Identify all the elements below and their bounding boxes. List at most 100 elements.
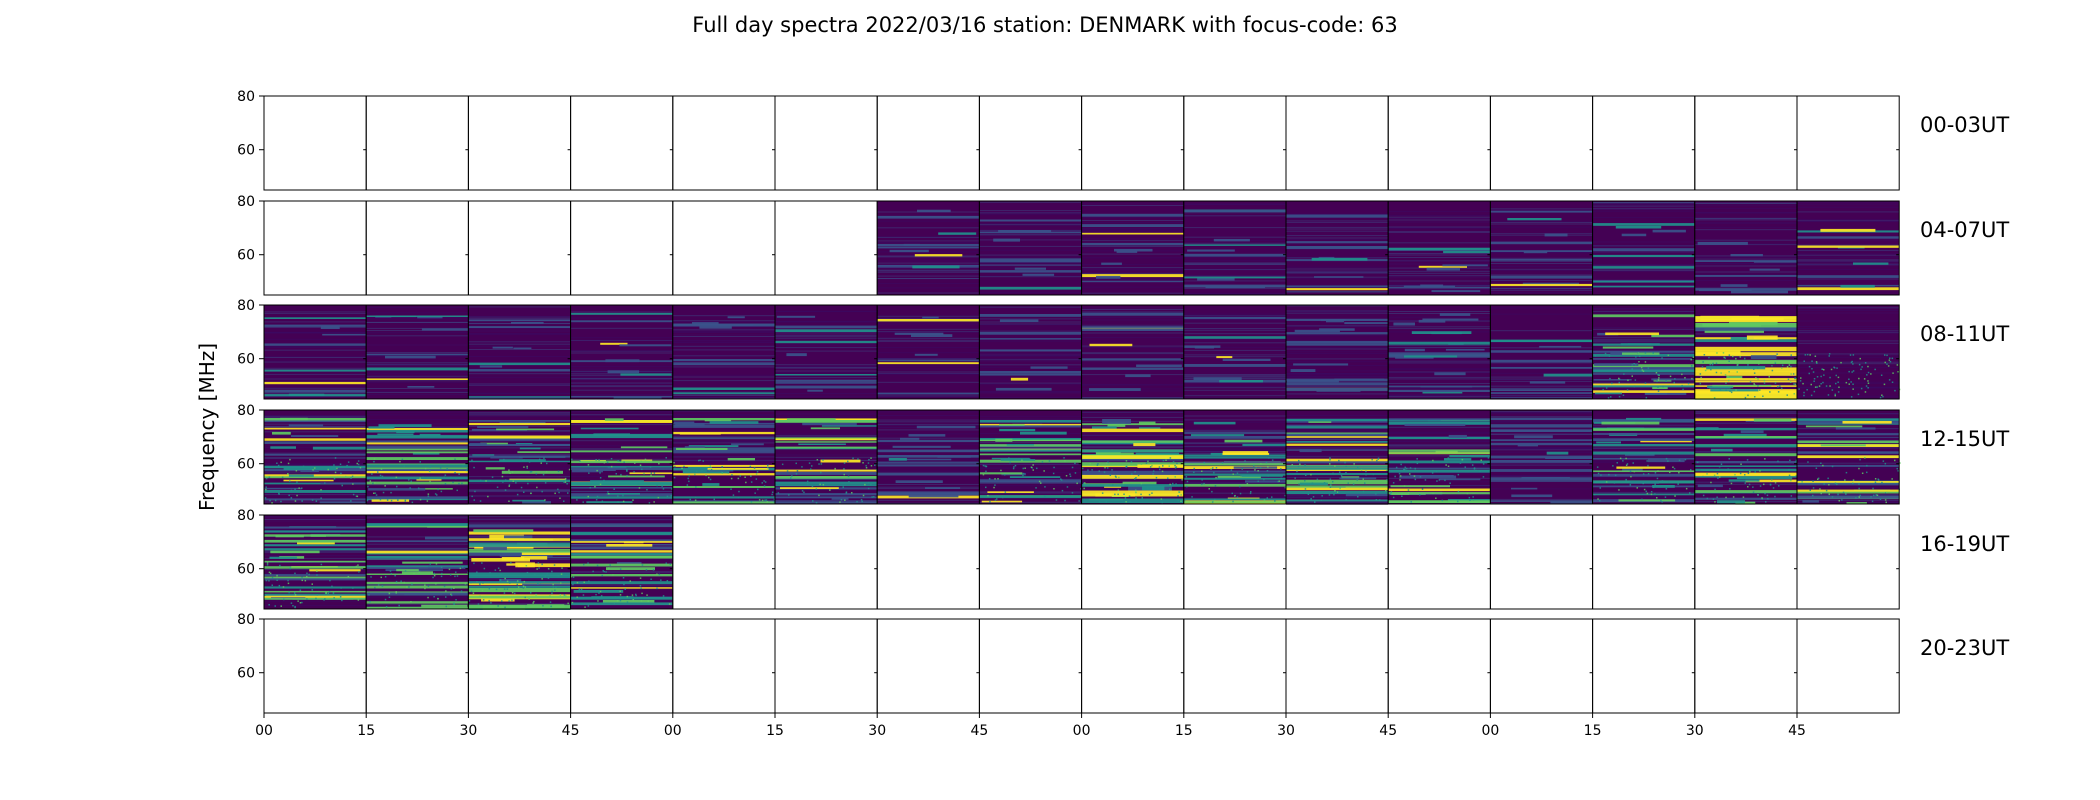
spectrum-band: [1592, 373, 1695, 375]
spectrum-texture: [1388, 472, 1491, 474]
spectrum-speckle: [1436, 480, 1438, 482]
spectrum-speckle: [510, 562, 512, 564]
spectrum-band: [264, 595, 367, 599]
spectrum-speckle: [571, 601, 574, 604]
spectrum-speckle: [299, 589, 302, 591]
spectrum-speckle: [1112, 484, 1114, 486]
spectrum-speckle: [394, 574, 396, 577]
spectrum-band: [775, 469, 878, 472]
spectrum-speckle: [551, 592, 553, 595]
spectrum-texture: [1081, 217, 1184, 219]
spectrum-band: [1439, 478, 1481, 481]
x-tick-label: 00: [1481, 723, 1499, 739]
spectrum-speckle: [334, 457, 337, 459]
spectrum-panel: [1387, 618, 1491, 714]
spectrum-texture: [366, 393, 469, 395]
spectrum-band: [1183, 463, 1286, 466]
spectrum-texture: [775, 435, 878, 437]
spectrum-texture: [1081, 263, 1184, 265]
spectrum-band: [1081, 326, 1184, 329]
spectrum-speckle: [1022, 472, 1025, 475]
spectrum-speckle: [1837, 381, 1839, 383]
spectrum-speckle: [523, 580, 526, 583]
spectrum-band: [1000, 459, 1036, 461]
spectrum-speckle: [1618, 378, 1621, 380]
spectrum-speckle: [994, 499, 997, 501]
spectrum-band: [1723, 433, 1767, 437]
spectrum-speckle: [1831, 496, 1834, 498]
spectrum-texture: [1694, 208, 1797, 210]
spectrum-texture: [1286, 228, 1389, 230]
spectrum-speckle: [1879, 396, 1882, 399]
spectrum-speckle: [1759, 485, 1762, 487]
spectrum-band: [1511, 494, 1553, 498]
spectrum-speckle: [1858, 487, 1860, 490]
spectrum-texture: [1694, 287, 1797, 289]
spectrum-speckle: [761, 482, 763, 484]
spectrum-speckle: [865, 467, 868, 469]
spectrum-band: [1114, 248, 1153, 252]
spectrum-band: [1706, 366, 1766, 370]
spectrum-band: [1081, 440, 1184, 443]
spectrum-texture: [1183, 264, 1286, 265]
spectrum-speckle: [357, 463, 360, 466]
spectrum-band: [396, 569, 419, 572]
spectrum-speckle: [1669, 375, 1672, 378]
spectrum-texture: [1490, 280, 1593, 281]
spectrum-texture: [877, 331, 980, 333]
spectrum-band: [1299, 449, 1322, 453]
spectrum-texture: [1694, 204, 1797, 206]
spectrum-texture: [1797, 256, 1900, 258]
spectrum-band: [676, 447, 728, 450]
spectrum-texture: [570, 350, 673, 352]
spectrum-texture: [672, 461, 775, 463]
spectrum-speckle: [1044, 495, 1047, 497]
spectrum-speckle: [1834, 393, 1836, 396]
spectrum-band: [1183, 461, 1286, 465]
spectrum-texture: [570, 383, 673, 385]
spectrum-speckle: [1793, 393, 1795, 395]
spectrum-band: [1139, 421, 1156, 425]
spectrum-band: [377, 433, 414, 435]
spectrum-texture: [1081, 438, 1184, 440]
spectrum-texture: [1286, 429, 1389, 431]
spectrum-speckle: [598, 459, 600, 461]
spectrum-speckle: [1874, 478, 1877, 480]
spectrum-speckle: [1214, 485, 1217, 487]
spectrum-speckle: [536, 486, 538, 489]
spectrum-band: [1081, 367, 1184, 370]
spectrum-speckle: [476, 571, 478, 573]
spectrum-band: [483, 546, 507, 551]
spectrum-band: [613, 396, 662, 399]
spectrum-band: [1592, 485, 1695, 488]
spectrum-speckle: [1177, 500, 1180, 502]
spectrum-texture: [264, 494, 367, 496]
spectrum-speckle: [1488, 469, 1491, 471]
spectrum-speckle: [1845, 471, 1848, 474]
spectrum-speckle: [395, 591, 397, 593]
spectrum-texture: [1797, 413, 1900, 415]
spectrum-band: [366, 496, 469, 499]
spectrum-texture: [264, 416, 367, 418]
spectrum-speckle: [328, 591, 331, 593]
spectrum-texture: [1183, 497, 1286, 498]
spectrum-band: [1647, 459, 1685, 463]
spectrum-band: [1388, 492, 1491, 495]
spectrum-texture: [1286, 291, 1389, 293]
spectrum-texture: [366, 364, 469, 366]
spectrum-speckle: [650, 474, 652, 477]
spectrum-band: [366, 540, 469, 543]
spectrum-speckle: [427, 495, 430, 497]
spectrum-speckle: [1754, 384, 1756, 386]
spectrum-band: [1444, 458, 1472, 461]
spectrum-band: [1286, 468, 1389, 470]
spectrum-band: [889, 249, 929, 253]
spectrum-band: [1081, 280, 1184, 283]
spectrum-band: [264, 544, 367, 547]
spectrum-speckle: [739, 475, 741, 477]
spectrum-speckle: [1763, 382, 1766, 384]
spectrum-band: [570, 420, 673, 423]
spectrum-speckle: [496, 486, 499, 488]
spectrum-speckle: [1345, 499, 1347, 501]
spectrum-speckle: [481, 589, 484, 592]
